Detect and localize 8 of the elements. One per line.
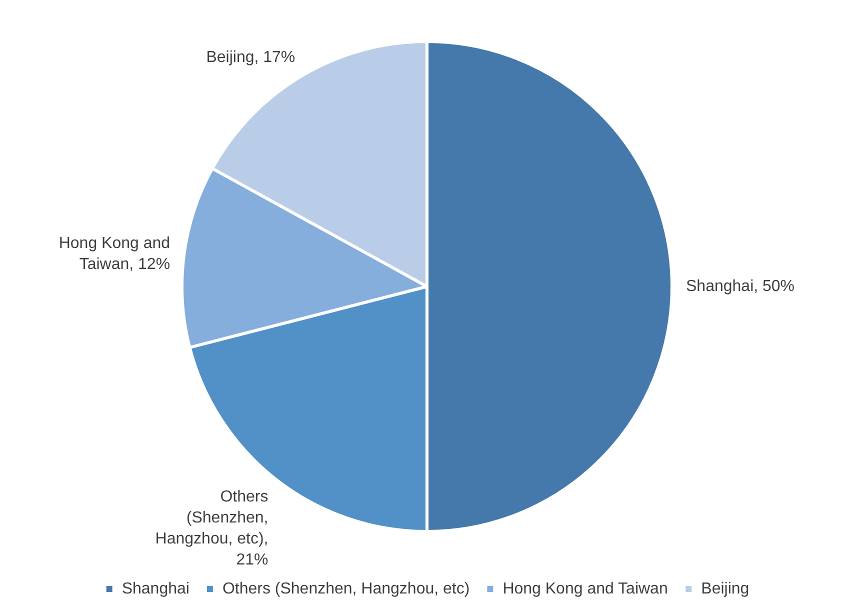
data-label: Beijing, 17% [206, 48, 296, 66]
data-label: Shanghai, 50% [686, 278, 795, 295]
legend-label: Others (Shenzhen, Hangzhou, etc) [222, 580, 470, 598]
legend-label: Shanghai [122, 580, 190, 598]
data-label: Hong Kong and Taiwan, 12% [58, 234, 170, 273]
legend-label: Beijing [701, 580, 750, 598]
legend-label: Hong Kong and Taiwan [502, 580, 668, 598]
data-label: Others (Shenzhen, Hangzhou, etc), 21% [155, 488, 268, 569]
